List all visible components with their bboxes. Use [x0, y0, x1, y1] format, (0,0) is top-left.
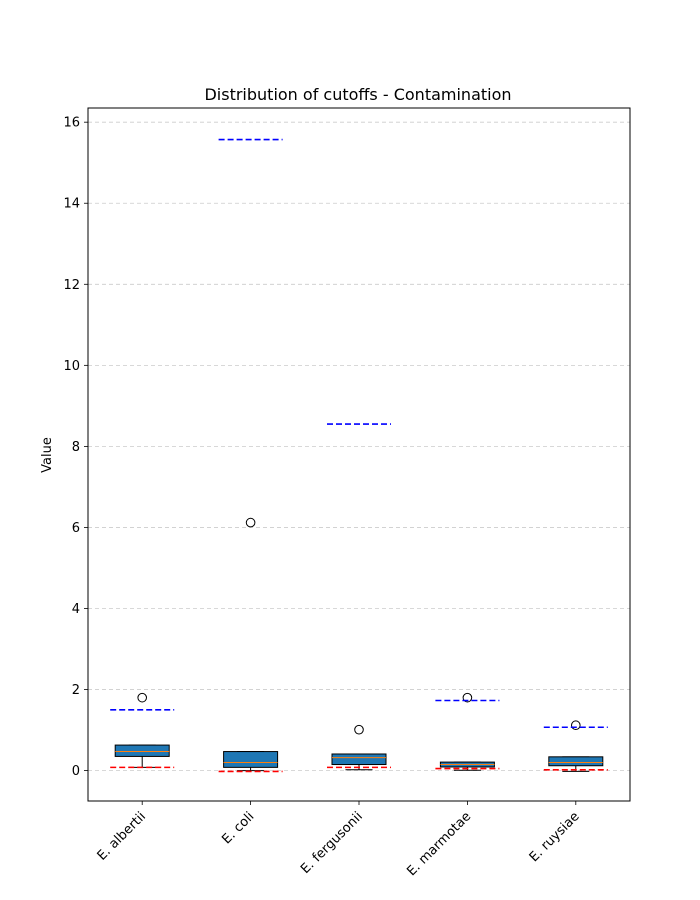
- y-tick-label: 4: [72, 602, 80, 617]
- plot-area: [110, 138, 608, 773]
- x-tick-label: E. marmotae: [404, 809, 474, 879]
- box-group: [110, 692, 175, 769]
- outlier-point: [462, 692, 473, 703]
- outlier-point: [354, 724, 364, 735]
- chart-title: Distribution of cutoffs - Contamination: [204, 85, 511, 104]
- x-tick-label: E. coli: [219, 809, 257, 847]
- box: [331, 753, 387, 766]
- y-tick-label: 16: [63, 116, 80, 131]
- y-tick-label: 6: [72, 521, 80, 536]
- x-tick-label: E. fergusonii: [298, 809, 366, 877]
- box-group: [543, 720, 608, 772]
- outlier-point: [571, 720, 581, 731]
- y-tick-label: 8: [72, 440, 80, 455]
- plot-frame: [87, 107, 631, 802]
- outlier-point: [245, 517, 256, 528]
- x-tick-label: E. ruysiae: [527, 809, 583, 865]
- y-tick-label: 10: [63, 359, 80, 374]
- box: [114, 744, 170, 757]
- box-group: [327, 423, 391, 771]
- y-tick-label: 2: [72, 683, 80, 698]
- box: [548, 756, 604, 767]
- y-axis-label: Value: [40, 437, 55, 473]
- y-tick-label: 12: [63, 278, 80, 293]
- box-group: [435, 692, 500, 771]
- box: [223, 751, 279, 768]
- y-tick-label: 0: [72, 764, 80, 779]
- grid-lines: [88, 121, 630, 772]
- outlier-point: [137, 692, 147, 703]
- x-tick-label: E. albertii: [95, 809, 149, 863]
- box-group: [218, 138, 283, 773]
- y-tick-label: 14: [63, 197, 80, 212]
